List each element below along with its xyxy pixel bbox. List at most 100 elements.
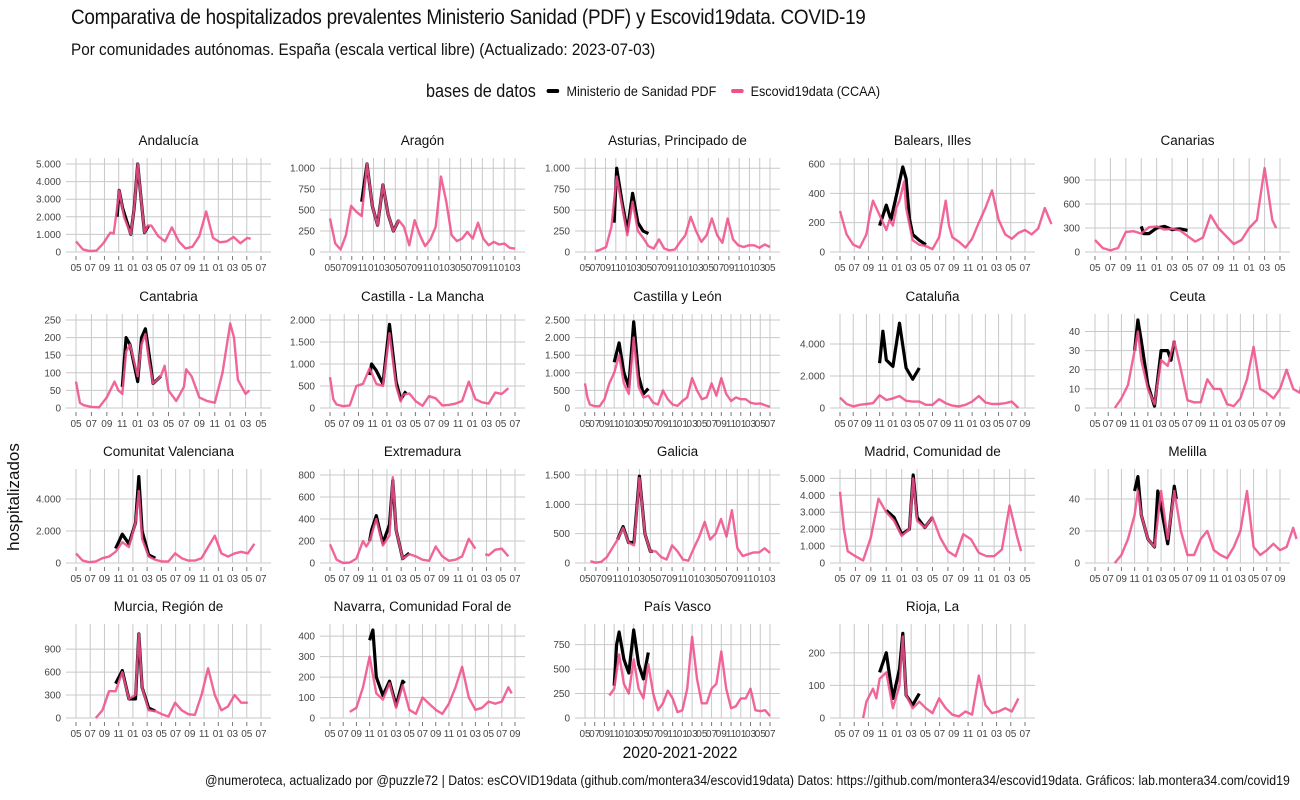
facet-title: Aragón — [401, 133, 445, 148]
x-tick-label: 07 — [255, 729, 267, 740]
y-tick-label: 400 — [298, 632, 315, 643]
x-tick-label: 11 — [444, 729, 455, 740]
x-tick-label: 05 — [70, 263, 82, 274]
x-tick-label: 05 — [579, 263, 591, 274]
series-line-escovid — [838, 180, 1053, 251]
series-line-escovid — [94, 632, 248, 719]
x-tick-label: 05 — [638, 419, 650, 430]
x-tick-label: 05 — [1248, 419, 1260, 430]
y-tick-label: 0 — [1074, 559, 1080, 570]
x-tick-label: 09 — [863, 263, 875, 274]
x-tick-label: 03 — [906, 729, 918, 740]
x-tick-label: 05 — [404, 729, 416, 740]
x-tick-label: 09 — [861, 419, 873, 430]
x-tick-label: 07 — [1006, 419, 1018, 430]
x-tick-label: 03 — [240, 419, 252, 430]
x-tick-label: 11 — [113, 263, 124, 274]
x-tick-label: 11 — [877, 729, 888, 740]
x-tick-label: 05 — [70, 729, 82, 740]
x-tick-label: 01 — [967, 419, 979, 430]
series-line-escovid — [75, 489, 256, 564]
x-tick-label: 05 — [638, 729, 650, 740]
x-tick-label: 03 — [631, 263, 643, 274]
x-tick-label: 05 — [993, 419, 1005, 430]
x-tick-label: 09 — [716, 419, 728, 430]
x-tick-label: 01 — [977, 263, 989, 274]
x-tick-label: 07 — [170, 263, 182, 274]
series-line-escovid — [349, 655, 513, 716]
facet-title: País Vasco — [644, 599, 711, 614]
x-tick-label: 01 — [677, 729, 689, 740]
x-tick-label: 01 — [127, 263, 139, 274]
x-tick-label: 01 — [896, 574, 908, 585]
x-tick-label: 11 — [1209, 419, 1220, 430]
x-tick-label: 05 — [410, 574, 422, 585]
x-tick-label: 03 — [1156, 419, 1168, 430]
x-tick-label: 03 — [634, 574, 646, 585]
x-tick-label: 11 — [611, 263, 622, 274]
x-tick-label: 11 — [453, 574, 464, 585]
x-tick-label: 01 — [744, 263, 756, 274]
x-tick-label: 03 — [745, 729, 757, 740]
x-tick-label: 09 — [600, 263, 612, 274]
x-tick-label: 09 — [184, 263, 196, 274]
x-tick-label: 07 — [849, 729, 861, 740]
y-tick-label: 2.000 — [545, 333, 570, 344]
x-tick-label: 05 — [156, 574, 168, 585]
x-tick-label: 07 — [85, 263, 97, 274]
x-tick-label: 07 — [509, 574, 521, 585]
series-line-escovid — [75, 162, 252, 253]
x-tick-label: 03 — [699, 574, 711, 585]
x-tick-label: 09 — [716, 729, 728, 740]
x-tick-label: 01 — [433, 263, 445, 274]
x-tick-label: 05 — [70, 419, 82, 430]
x-tick-label: 01 — [621, 263, 633, 274]
facet-panel: Castilla y León0507091101030507091101030… — [545, 289, 780, 430]
x-tick-label: 09 — [184, 729, 196, 740]
x-tick-label: 05 — [241, 263, 253, 274]
x-tick-label: 11 — [963, 729, 974, 740]
x-tick-label: 07 — [589, 729, 601, 740]
x-tick-label: 03 — [379, 263, 391, 274]
x-tick-label: 03 — [764, 574, 776, 585]
x-tick-label: 05 — [70, 574, 82, 585]
x-tick-label: 07 — [706, 419, 718, 430]
x-tick-label: 07 — [590, 574, 602, 585]
series-line-escovid — [328, 476, 477, 565]
x-tick-label: 01 — [618, 729, 630, 740]
x-tick-label: 03 — [1235, 419, 1247, 430]
y-tick-label: 20 — [1069, 365, 1081, 376]
y-tick-label: 100 — [298, 693, 315, 704]
x-tick-label: 07 — [1182, 574, 1194, 585]
x-tick-label: 01 — [989, 574, 1001, 585]
series-line-escovid — [838, 477, 1023, 562]
y-tick-label: 500 — [553, 386, 570, 397]
x-tick-label: 05 — [163, 419, 175, 430]
y-tick-label: 40 — [1069, 495, 1081, 506]
x-tick-label: 05 — [920, 263, 932, 274]
x-tick-label: 09 — [346, 263, 358, 274]
x-tick-label: 03 — [481, 419, 493, 430]
x-tick-label: 07 — [496, 729, 508, 740]
x-tick-label: 07 — [170, 574, 182, 585]
x-tick-label: 09 — [666, 574, 678, 585]
x-tick-label: 03 — [509, 263, 521, 274]
y-tick-label: 250 — [44, 316, 61, 327]
x-tick-label: 07 — [339, 419, 351, 430]
series-line-ministerio — [368, 322, 408, 401]
x-tick-label: 09 — [723, 263, 735, 274]
x-tick-label: 09 — [1213, 263, 1225, 274]
y-tick-label: 3.000 — [800, 508, 825, 519]
x-tick-label: 03 — [628, 419, 640, 430]
series-line-escovid — [1113, 330, 1300, 409]
x-tick-label: 05 — [241, 729, 253, 740]
facet-title: Extremadura — [384, 444, 462, 459]
x-tick-label: 07 — [170, 729, 182, 740]
x-tick-label: 05 — [696, 729, 708, 740]
x-tick-label: 09 — [1116, 574, 1128, 585]
x-tick-label: 05 — [696, 419, 708, 430]
series-line-ministerio — [612, 628, 650, 686]
x-tick-label: 11 — [1129, 574, 1140, 585]
legend-label-ministerio: Ministerio de Sanidad PDF — [566, 83, 717, 99]
x-tick-label: 09 — [99, 729, 111, 740]
